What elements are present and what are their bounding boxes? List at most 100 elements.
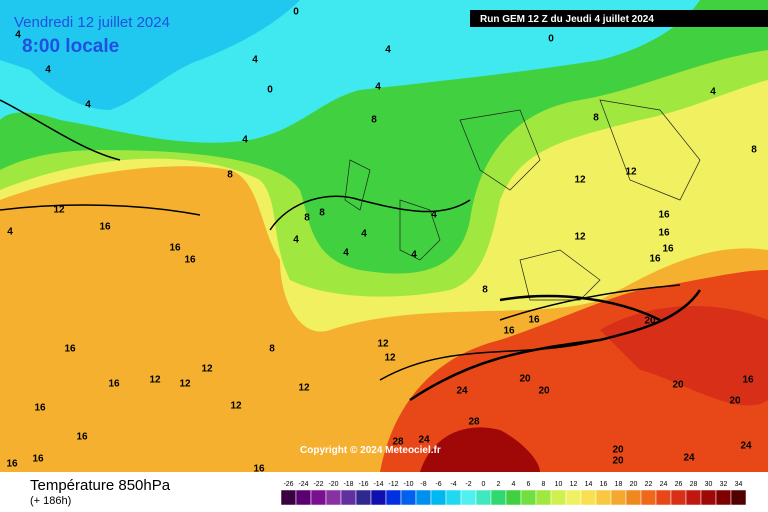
contour-label: 4 — [7, 227, 13, 238]
contour-label: 12 — [625, 167, 637, 178]
contour-label: 8 — [751, 145, 757, 156]
scale-label: 8 — [542, 481, 546, 488]
scale-label: 10 — [555, 481, 563, 488]
contour-label: 16 — [99, 222, 111, 233]
contour-label: 8 — [304, 213, 310, 224]
isotherm-bold — [409, 289, 702, 402]
contour-label: 8 — [482, 285, 488, 296]
contour-label: 4 — [15, 30, 21, 41]
color-scale: -26 -24 -22 -20 -18 -16 -14 -12 -10 -8 -6 -4 -2 0 2 4 6 8… — [280, 481, 747, 506]
scale-swatch — [400, 489, 417, 506]
contour-label: 20 — [538, 386, 550, 397]
scale-swatch — [430, 489, 447, 506]
contour-label: 8 — [227, 170, 233, 181]
scale-label: 14 — [585, 481, 593, 488]
contour-label: 28 — [392, 437, 404, 448]
contour-label: 12 — [574, 175, 586, 186]
contour-label: 20 — [672, 380, 684, 391]
map — [0, 0, 768, 472]
scale-swatch — [595, 489, 612, 506]
contour-label: 0 — [548, 34, 554, 45]
scale-label: 4 — [512, 481, 516, 488]
scale-label: 22 — [645, 481, 653, 488]
scale-swatch — [670, 489, 687, 506]
contour-label: 20 — [729, 396, 741, 407]
contour-label: 16 — [32, 454, 44, 465]
scale-swatch — [730, 489, 747, 506]
scale-label: 6 — [527, 481, 531, 488]
contour-label: 4 — [361, 229, 367, 240]
contour-label: 4 — [293, 235, 299, 246]
contour-labels: 4 0 4 4 4 0 4 0 4 4 8 4 4 8 8 8 8 12 12 … — [6, 7, 757, 475]
scale-label: -20 — [328, 481, 338, 488]
contour-label: 20 — [612, 456, 624, 467]
contour-label: 24 — [683, 453, 695, 464]
contour-label: 16 — [64, 344, 76, 355]
scale-swatch — [415, 489, 432, 506]
scale-label: -12 — [388, 481, 398, 488]
contour-label: 16 — [662, 244, 674, 255]
scale-label: 20 — [630, 481, 638, 488]
contour-label: 28 — [468, 417, 480, 428]
scale-swatch — [610, 489, 627, 506]
scale-swatch — [445, 489, 462, 506]
contour-label: 16 — [6, 459, 18, 470]
scale-label: 34 — [735, 481, 743, 488]
scale-swatch — [580, 489, 597, 506]
scale-swatch — [325, 489, 342, 506]
contour-label: 24 — [740, 441, 752, 452]
contour-label: 4 — [375, 82, 381, 93]
contour-label: 12 — [384, 353, 396, 364]
scale-swatch — [370, 489, 387, 506]
scale-swatch — [715, 489, 732, 506]
scale-label: 0 — [482, 481, 486, 488]
zone-blue — [0, 0, 300, 110]
scale-swatch — [310, 489, 327, 506]
scale-label: 28 — [690, 481, 698, 488]
scale-label: 16 — [600, 481, 608, 488]
scale-label: 12 — [570, 481, 578, 488]
valid-date: Vendredi 12 juillet 2024 — [14, 14, 170, 31]
contour-label: 24 — [456, 386, 468, 397]
contour-label: 8 — [319, 208, 325, 219]
contour-label: 16 — [184, 255, 196, 266]
scale-label: 2 — [497, 481, 501, 488]
scale-swatch — [505, 489, 522, 506]
contour-label: 12 — [230, 401, 242, 412]
scale-label: -8 — [420, 481, 426, 488]
contour-label: 4 — [45, 65, 51, 76]
contour-label: 16 — [742, 375, 754, 386]
scale-swatch — [685, 489, 702, 506]
scale-swatch — [340, 489, 357, 506]
contour-label: 12 — [298, 383, 310, 394]
scale-label: -18 — [343, 481, 353, 488]
contour-label: 16 — [169, 243, 181, 254]
scale-swatch — [565, 489, 582, 506]
isotherm — [0, 99, 681, 381]
contour-label: 4 — [85, 100, 91, 111]
contour-label: 12 — [377, 339, 389, 350]
valid-time: 8:00 locale — [22, 36, 119, 57]
scale-label: -4 — [450, 481, 456, 488]
scale-swatch — [640, 489, 657, 506]
contour-label: 4 — [385, 45, 391, 56]
contour-label: 12 — [201, 364, 213, 375]
contour-label: 8 — [593, 113, 599, 124]
contour-label: 8 — [371, 115, 377, 126]
scale-swatch — [385, 489, 402, 506]
scale-label: -6 — [435, 481, 441, 488]
copyright: Copyright © 2024 Meteociel.fr — [300, 445, 441, 456]
scale-label: -24 — [298, 481, 308, 488]
contour-label: 4 — [411, 250, 417, 261]
contour-label: 4 — [242, 135, 248, 146]
scale-swatch — [295, 489, 312, 506]
scale-swatch — [520, 489, 537, 506]
scale-label: -14 — [373, 481, 383, 488]
scale-swatch — [655, 489, 672, 506]
contour-label: 16 — [649, 254, 661, 265]
scale-label: 32 — [720, 481, 728, 488]
contour-label: 4 — [431, 210, 437, 221]
contour-label: 0 — [267, 85, 273, 96]
contour-label: 16 — [253, 464, 265, 475]
